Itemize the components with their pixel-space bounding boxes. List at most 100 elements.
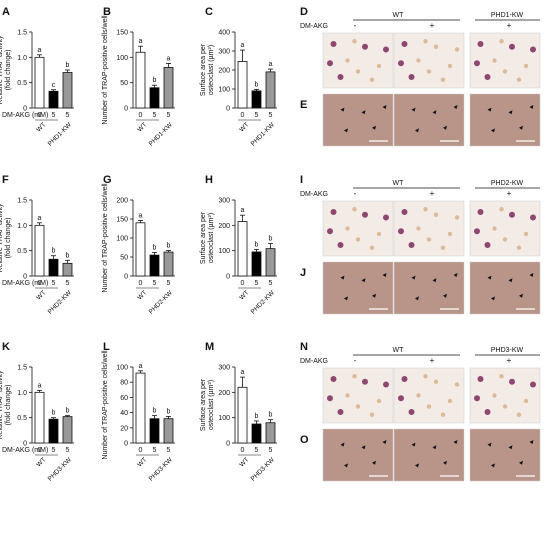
bar [237,386,248,444]
stained-cell [369,245,375,250]
stained-cell [423,39,428,44]
arrowhead-icon [443,460,447,465]
y-axis-label-line: osteoclast (µm²) [208,45,215,95]
y-axis-label: Number of TRAP-positive cells/well [102,183,109,293]
y-axis-label-line: Number of TRAP-positive cells/well [102,15,109,125]
stained-cell [362,378,368,385]
bar [34,391,45,444]
stained-cell [492,58,497,63]
arrowhead-icon [453,105,458,109]
y-axis-label: Number of TRAP-positive cells/well [102,15,109,125]
stained-cell [337,242,344,248]
y-tick-label: 100 [218,87,230,94]
stained-cell [516,245,522,250]
stained-cell [426,69,432,74]
significance-letter: a [241,207,245,214]
significance-letter: a [241,42,245,49]
y-tick-label: 0 [23,274,27,281]
arrowhead-icon [382,273,387,277]
bar-chart-k: K Relative TRAP activity(fold change) 0 0.5… [0,341,74,483]
stained-cell [516,412,522,417]
stained-cell [355,69,361,74]
arrowhead-icon [491,296,495,301]
group-label-wt: WT [238,456,250,468]
pit-assay-image [469,428,541,482]
y-tick-label: 0 [124,274,128,281]
dose-label: 5 [255,280,259,287]
stained-cell [523,231,529,237]
y-tick-label: 200 [218,390,230,397]
dose-label: 5 [255,112,259,119]
dm-akg-label: DM-AKG [300,23,328,30]
group-label-kw: PHD1-KW [148,121,175,148]
bar [149,418,160,444]
dose-label: 5 [167,112,171,119]
stained-cell [474,60,480,67]
bar [237,61,248,109]
stained-cell [355,404,361,409]
y-axis-label: Surface area perosteoclast (µm²) [200,43,215,96]
stained-cell [509,378,515,385]
stained-cell [484,242,491,248]
y-tick-label: 0 [226,441,230,448]
dose-label: 5 [66,447,70,454]
dose-label: 5 [153,112,157,119]
y-axis-label-line: (fold change) [5,385,12,426]
arrowhead-icon [432,445,437,450]
y-tick-label: 200 [218,68,230,75]
stained-cell [530,214,536,221]
arrowhead-icon [519,460,523,465]
stained-cell [509,211,515,218]
group-label-kw: PHD3-KW [47,456,74,483]
stained-cell [447,63,453,69]
group-label-wt: WT [238,289,250,301]
stained-cell [477,376,484,382]
stained-cell [530,381,536,388]
stained-cell [474,395,480,402]
pit-assay-image [469,261,541,315]
y-axis-label-line: Number of TRAP-positive cells/well [102,350,109,460]
stained-cell [362,211,368,218]
y-axis-label-line: Surface area per [200,43,207,96]
pit-assay-image [469,93,541,147]
y-tick-label: 1.5 [17,198,27,205]
stained-cell [327,228,333,235]
dm-akg-label: DM-AKG [300,358,328,365]
group-label-kw: PHD2-KW [47,289,74,316]
bar [48,258,59,277]
group-label-wt: WT [35,456,47,468]
group-label-wt: WT [136,121,148,133]
y-tick-label: 100 [218,248,230,255]
bar [62,416,73,444]
bar [163,251,174,277]
stained-cell [523,398,529,404]
dose-label: 0 [241,280,245,287]
bar-chart-a: A Relative TRAP activity(fold change) 0 0.5… [0,6,74,148]
arrowhead-icon [529,273,534,277]
panel-letter: E [300,99,307,111]
stained-cell [433,379,439,384]
y-axis-label-line: osteoclast (µm²) [208,380,215,430]
bar [251,423,262,444]
y-axis-label: Relative TRAP activity(fold change) [0,35,12,104]
stained-cell [433,212,439,217]
stained-cell [352,207,357,212]
arrowhead-icon [529,440,534,444]
dm-sign: + [507,189,512,198]
header-wt: WT [393,12,405,19]
stained-cell [440,245,446,250]
dose-label: 5 [52,447,56,454]
y-tick-label: 0.5 [17,80,27,87]
significance-letter: b [66,252,70,259]
stained-cell [355,237,361,242]
arrowhead-icon [372,460,376,465]
pit-assay-image [322,428,394,482]
dose-label: 5 [66,112,70,119]
y-axis-label: Surface area perosteoclast (µm²) [200,211,215,264]
header-wt: WT [393,180,405,187]
dose-label: 5 [153,447,157,454]
dose-label: 5 [66,280,70,287]
micrograph-panel-n: N WT PHD3-KW DM-AKG - + + O [300,341,541,482]
